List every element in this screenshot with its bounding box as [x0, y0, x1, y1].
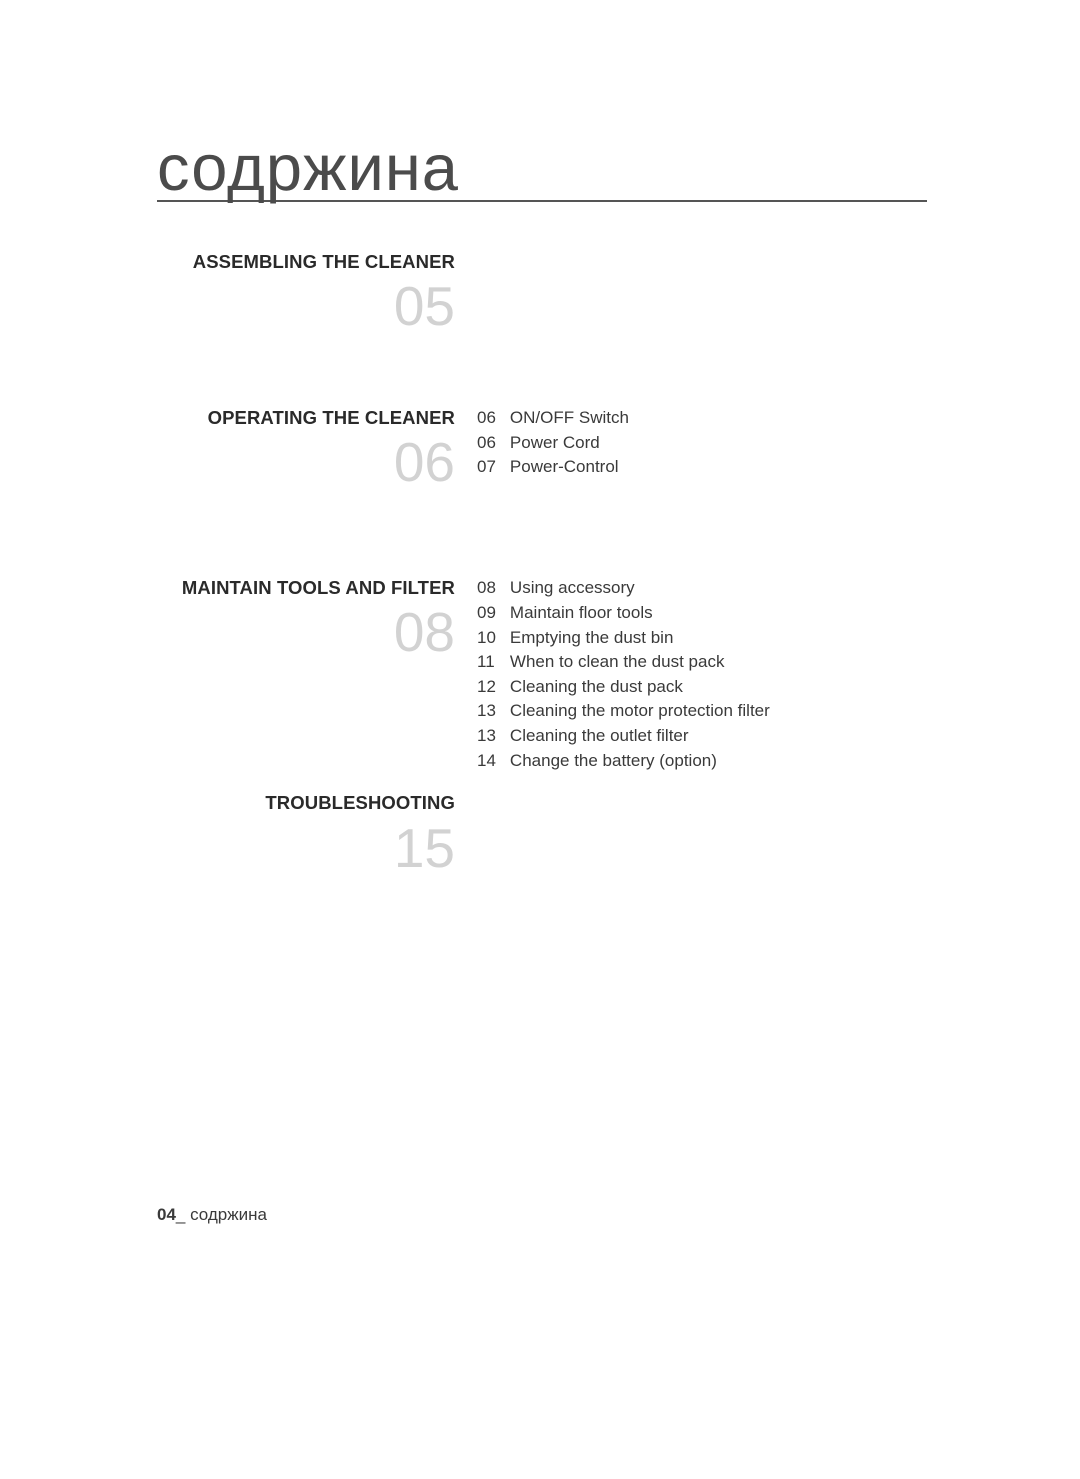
toc-item-label: Change the battery (option): [510, 749, 770, 774]
toc-item-page: 14: [477, 749, 510, 774]
toc-item-label: ON/OFF Switch: [510, 406, 629, 431]
toc-section: TROUBLESHOOTING 15: [157, 791, 927, 875]
toc-item-label: Using accessory: [510, 576, 770, 601]
toc-item-page: 09: [477, 601, 510, 626]
toc-item-list: 08Using accessory09Maintain floor tools1…: [477, 576, 770, 773]
toc-item-page: 13: [477, 724, 510, 749]
toc-item-label: When to clean the dust pack: [510, 650, 770, 675]
page-title: содржина: [157, 135, 927, 200]
toc-item: 13Cleaning the motor protection filter: [477, 699, 770, 724]
toc-item: 14Change the battery (option): [477, 749, 770, 774]
toc-item-label: Power-Control: [510, 455, 629, 480]
toc-item-page: 07: [477, 455, 510, 480]
toc-item-page: 06: [477, 406, 510, 431]
toc-section-number: 15: [157, 821, 455, 876]
toc-item-page: 13: [477, 699, 510, 724]
toc-item: 07Power-Control: [477, 455, 629, 480]
toc-item-label: Cleaning the dust pack: [510, 675, 770, 700]
toc-section-heading: OPERATING THE CLEANER: [157, 406, 455, 429]
toc-item: 10Emptying the dust bin: [477, 626, 770, 651]
toc-item-label: Cleaning the outlet filter: [510, 724, 770, 749]
toc-section-number: 06: [157, 435, 455, 490]
toc-item-label: Maintain floor tools: [510, 601, 770, 626]
toc-item-label: Emptying the dust bin: [510, 626, 770, 651]
toc-section-right: 06ON/OFF Switch06Power Cord07Power-Contr…: [477, 406, 927, 480]
footer-sep: _: [176, 1205, 190, 1224]
toc-section-heading: ASSEMBLING THE CLEANER: [157, 250, 455, 273]
toc-item: 06ON/OFF Switch: [477, 406, 629, 431]
page-footer: 04_ содржина: [157, 1205, 267, 1225]
toc-section-heading: TROUBLESHOOTING: [157, 791, 455, 814]
toc-item-page: 12: [477, 675, 510, 700]
toc-item: 06Power Cord: [477, 431, 629, 456]
toc-section-left: OPERATING THE CLEANER 06: [157, 406, 477, 490]
toc-item-label: Power Cord: [510, 431, 629, 456]
toc-section-left: TROUBLESHOOTING 15: [157, 791, 477, 875]
toc-section-number: 05: [157, 279, 455, 334]
toc-section-right: 08Using accessory09Maintain floor tools1…: [477, 576, 927, 773]
toc: ASSEMBLING THE CLEANER 05 OPERATING THE CL…: [157, 250, 927, 876]
toc-item: 12Cleaning the dust pack: [477, 675, 770, 700]
toc-section-left: ASSEMBLING THE CLEANER 05: [157, 250, 477, 334]
toc-item: 09Maintain floor tools: [477, 601, 770, 626]
toc-section-number: 08: [157, 605, 455, 660]
footer-label: содржина: [190, 1205, 267, 1224]
toc-item-page: 08: [477, 576, 510, 601]
toc-section: ASSEMBLING THE CLEANER 05: [157, 250, 927, 334]
toc-item-page: 06: [477, 431, 510, 456]
toc-section-heading: MAINTAIN TOOLS AND FILTER: [157, 576, 455, 599]
toc-item-page: 10: [477, 626, 510, 651]
page: содржина ASSEMBLING THE CLEANER 05 OPERATI…: [0, 0, 1080, 1479]
toc-item: 13Cleaning the outlet filter: [477, 724, 770, 749]
toc-section: MAINTAIN TOOLS AND FILTER0808Using acces…: [157, 576, 927, 773]
toc-section: OPERATING THE CLEANER0606ON/OFF Switch06…: [157, 406, 927, 490]
footer-page-number: 04: [157, 1205, 176, 1224]
toc-section-left: MAINTAIN TOOLS AND FILTER 08: [157, 576, 477, 660]
toc-item-list: 06ON/OFF Switch06Power Cord07Power-Contr…: [477, 406, 629, 480]
toc-item-label: Cleaning the motor protection filter: [510, 699, 770, 724]
toc-item: 11When to clean the dust pack: [477, 650, 770, 675]
toc-item-page: 11: [477, 650, 510, 675]
toc-item: 08Using accessory: [477, 576, 770, 601]
title-rule: содржина: [157, 135, 927, 202]
